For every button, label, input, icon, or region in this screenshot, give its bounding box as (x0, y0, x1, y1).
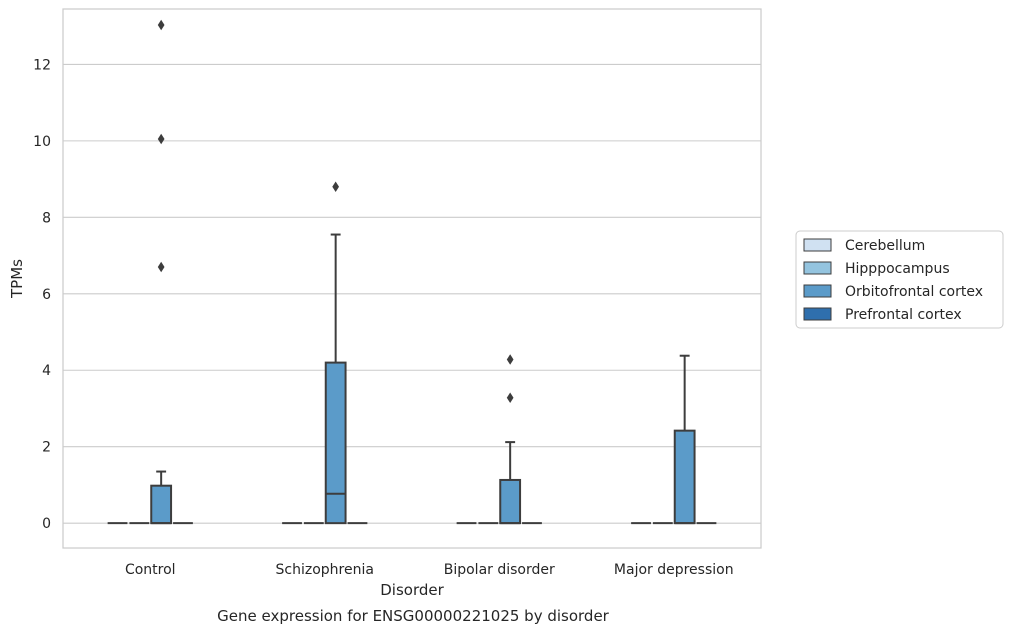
box (499, 478, 522, 525)
y-tick-label: 2 (42, 440, 51, 456)
x-axis-label: Disorder (380, 581, 444, 599)
legend: Cerebellum Hipppocampus Orbitofrontal cort… (795, 230, 1004, 329)
plot-frame (62, 8, 762, 549)
legend-swatch (803, 261, 832, 275)
y-tick-label: 10 (33, 134, 51, 150)
outlier-point (506, 392, 514, 404)
legend-swatch (803, 238, 832, 252)
y-axis-ticks: 0 2 4 6 8 10 12 (33, 57, 51, 532)
box-element (150, 19, 173, 525)
box (324, 361, 347, 525)
outlier-point (157, 261, 165, 273)
legend-swatch (803, 284, 832, 298)
legend-swatch (803, 307, 832, 321)
box-layer (107, 19, 717, 525)
legend-label: Orbitofrontal cortex (845, 284, 983, 300)
outlier-point (157, 133, 165, 145)
legend-label: Prefrontal cortex (845, 307, 962, 323)
x-axis-ticks: Control Schizophrenia Bipolar disorder Majo… (125, 562, 734, 578)
y-tick-label: 0 (42, 516, 51, 532)
y-tick-label: 4 (42, 363, 51, 379)
chart-caption: Gene expression for ENSG00000221025 by d… (217, 607, 610, 625)
x-tick-label: Schizophrenia (276, 562, 374, 578)
box (150, 484, 173, 525)
legend-frame (795, 230, 1004, 329)
y-tick-label: 6 (42, 287, 51, 303)
box-element (499, 354, 522, 525)
x-tick-label: Control (125, 562, 176, 578)
y-tick-label: 8 (42, 210, 51, 226)
x-tick-label: Bipolar disorder (444, 562, 555, 578)
box-element (324, 181, 347, 525)
y-axis-label: TPMs (8, 259, 26, 299)
box (673, 429, 696, 525)
gridlines (63, 63, 761, 524)
outlier-point (332, 181, 340, 193)
y-tick-label: 12 (33, 57, 51, 73)
outlier-point (506, 354, 514, 365)
outlier-point (157, 19, 165, 31)
x-tick-label: Major depression (614, 562, 734, 578)
legend-label: Cerebellum (845, 238, 925, 254)
legend-label: Hipppocampus (845, 261, 950, 277)
box-element (673, 354, 696, 525)
